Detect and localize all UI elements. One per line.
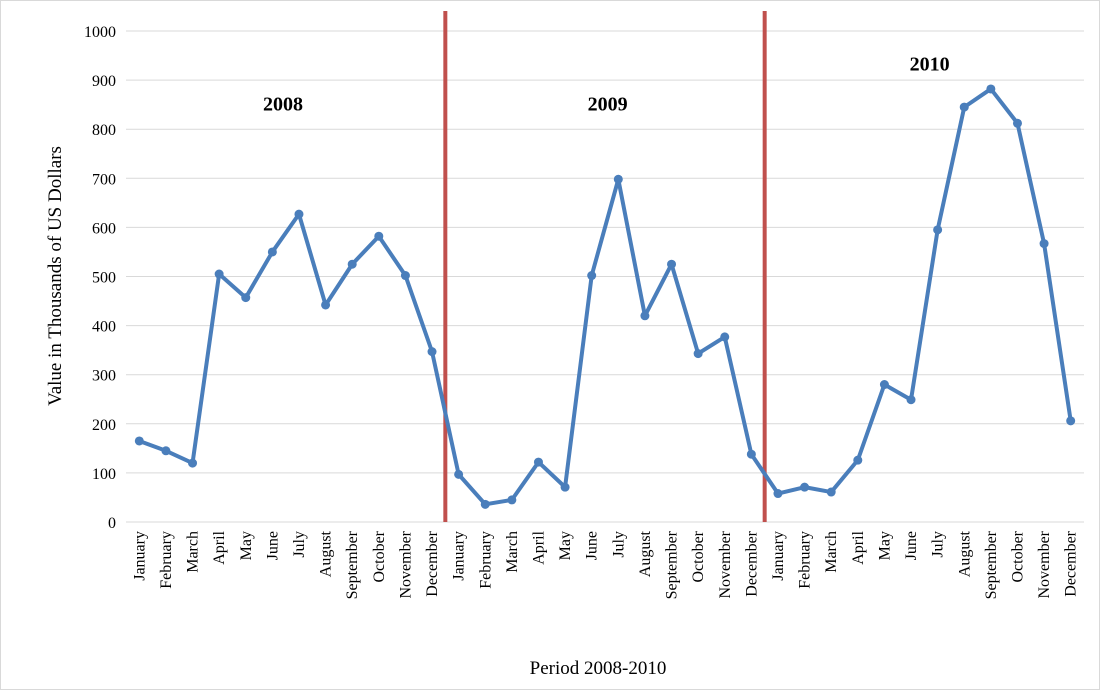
y-axis-ticks: 0 100 200 300 400 500 600 700 800 900 1000 [84,24,116,532]
x-tick-label: April [850,530,867,564]
data-point [826,487,836,497]
x-tick-label: September [344,530,361,599]
data-point [906,395,916,405]
data-point [640,311,650,321]
y-tick-label: 500 [92,270,116,287]
x-tick-label: February [158,531,175,589]
y-tick-label: 300 [92,368,116,385]
x-tick-label: April [530,530,547,564]
y-tick-label: 900 [92,73,116,90]
year-annotation: 2009 [588,94,628,116]
data-point [161,446,171,456]
x-tick-label: February [797,531,814,589]
data-point [879,380,889,390]
data-point [294,209,304,219]
x-tick-label: June [584,531,601,560]
data-point [746,449,756,459]
x-tick-label: May [238,531,255,560]
y-tick-label: 0 [108,515,116,532]
data-point [480,499,490,509]
data-point [507,495,517,505]
x-tick-label: March [504,531,521,573]
data-point [267,247,277,257]
x-tick-label: December [424,530,441,596]
x-tick-label: January [131,531,148,581]
year-annotation: 2008 [263,94,303,116]
series-line [138,86,1073,507]
x-axis-ticks: January February March April May June July Augu… [131,530,1079,599]
x-tick-label: November [397,530,414,598]
y-tick-label: 700 [92,171,116,188]
data-point [720,332,730,342]
x-tick-label: December [743,530,760,596]
year-dividers [443,11,767,522]
x-tick-label: July [610,531,627,558]
x-axis-title: Period 2008-2010 [530,658,667,679]
data-point [587,271,597,281]
data-point [241,293,251,303]
data-point [188,458,198,468]
data-point [853,455,863,465]
y-tick-label: 800 [92,122,116,139]
y-tick-label: 400 [92,319,116,336]
data-point [667,259,677,269]
x-tick-label: November [717,530,734,598]
data-point [214,269,224,279]
data-point [374,231,384,241]
data-point [560,482,570,492]
x-tick-label: January [451,531,468,581]
x-tick-label: March [185,531,202,573]
gridlines [126,30,1084,523]
x-tick-label: January [770,531,787,581]
data-point [1012,118,1022,128]
x-tick-label: October [690,530,707,582]
x-tick-label: April [211,530,228,564]
x-tick-label: March [823,531,840,573]
x-tick-label: August [637,530,654,577]
x-tick-label: May [876,531,893,560]
data-point [800,482,810,492]
x-tick-label: December [1063,530,1080,596]
x-tick-label: May [557,531,574,560]
y-tick-label: 1000 [84,24,116,41]
x-tick-label: September [983,530,1000,599]
y-axis-title: Value in Thousands of US Dollars [45,146,66,406]
year-annotation: 2010 [910,53,950,75]
data-point [959,102,969,112]
data-point [533,457,543,467]
x-tick-label: October [371,530,388,582]
data-point [134,436,144,446]
x-tick-label: July [291,531,308,558]
y-tick-label: 600 [92,220,116,237]
data-point [1066,416,1076,426]
x-tick-label: August [956,530,973,577]
x-tick-label: June [264,531,281,560]
x-tick-label: October [1009,530,1026,582]
data-point [427,347,437,357]
data-point [400,271,410,281]
y-tick-label: 200 [92,417,116,434]
x-tick-label: August [318,530,335,577]
y-tick-label: 100 [92,466,116,483]
annotations: 2008 2009 2010 [263,53,950,115]
x-tick-label: February [477,531,494,589]
data-point [613,174,623,184]
data-point [321,300,331,310]
x-tick-label: July [930,531,947,558]
data-point [454,469,464,479]
x-tick-label: September [664,530,681,599]
data-point [693,349,703,359]
x-tick-label: June [903,531,920,560]
data-point [773,489,783,499]
data-point [933,225,943,235]
data-point [986,84,996,94]
x-tick-label: November [1036,530,1053,598]
data-point [1039,239,1049,249]
data-point [347,259,357,269]
series [134,84,1076,509]
